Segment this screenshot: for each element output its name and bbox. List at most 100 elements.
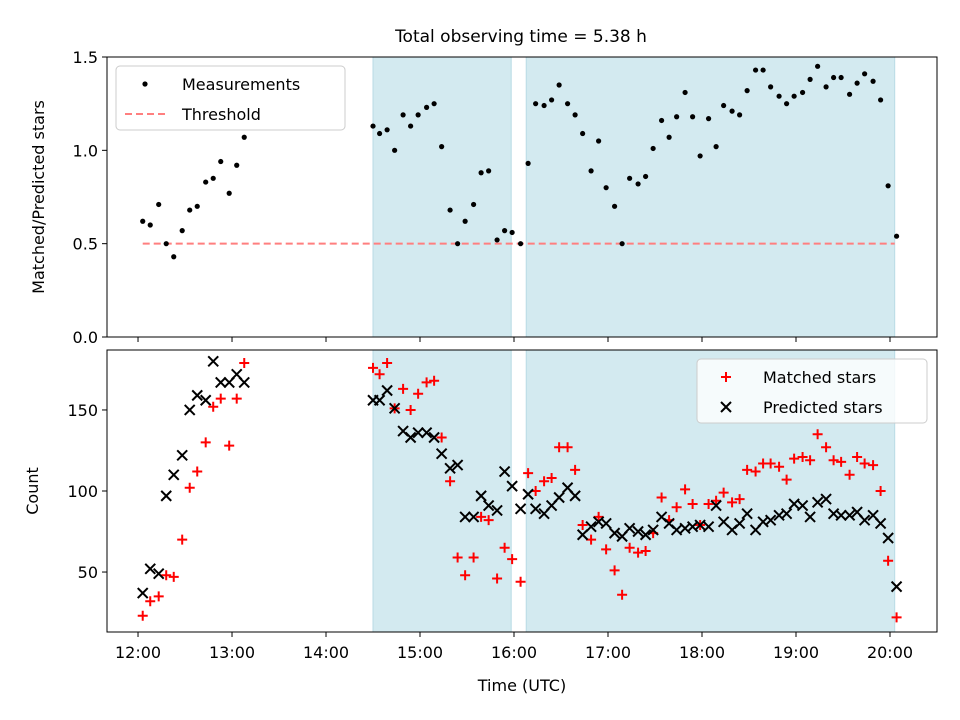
predicted-point [144, 563, 156, 575]
measurement-point [234, 162, 240, 168]
matched-point [460, 570, 471, 581]
measurement-point [697, 153, 703, 159]
measurement-point [525, 160, 531, 166]
matched-point [239, 357, 250, 368]
measurement-point [588, 168, 594, 174]
measurement-point [439, 144, 445, 150]
matched-point [875, 486, 886, 496]
matched-point [718, 487, 729, 498]
matched-point [640, 545, 651, 556]
measurement-point [807, 76, 813, 82]
predicted-point [882, 532, 894, 544]
measurement-point [564, 101, 571, 107]
predicted-point [184, 404, 196, 416]
legend-label: Threshold [181, 105, 261, 124]
measurement-point [156, 201, 162, 208]
matched-point [445, 476, 456, 487]
matched-point [805, 455, 816, 466]
predicted-point [451, 459, 464, 471]
matched-point [429, 375, 440, 386]
measurement-point [203, 179, 209, 185]
predicted-point [428, 431, 440, 444]
predicted-point [780, 507, 793, 520]
matched-point [711, 495, 722, 506]
measurement-point [791, 93, 797, 99]
legend-marker-dot [142, 81, 148, 87]
y-tick-label: 0.5 [73, 235, 98, 254]
measurement-point [744, 88, 750, 94]
measurement-point [846, 91, 853, 97]
x-tick-label: 16:00 [491, 643, 537, 662]
matched-point [609, 565, 620, 576]
matched-point [703, 498, 714, 509]
measurement-point [799, 89, 806, 96]
matched-point [617, 589, 628, 600]
predicted-point [388, 402, 401, 415]
matched-point [421, 377, 432, 388]
predicted-point [710, 499, 722, 512]
measurement-point [517, 241, 524, 247]
x-tick-label: 18:00 [679, 643, 725, 662]
matched-point [413, 388, 424, 399]
measurement-point [179, 228, 185, 234]
measurement-point [737, 112, 743, 118]
predicted-point [702, 520, 715, 533]
measurement-point [596, 138, 602, 144]
predicted-point [498, 465, 511, 478]
matched-point [224, 440, 235, 451]
measurement-point [423, 104, 430, 110]
chart-title: Total observing time = 5.38 h [394, 27, 647, 47]
matched-point [750, 466, 761, 477]
measurement-point [674, 114, 680, 120]
predicted-point [467, 511, 480, 523]
measurement-point [627, 175, 633, 181]
measurement-point [455, 241, 461, 247]
measurement-point [494, 237, 500, 243]
matched-point [492, 573, 503, 584]
measurement-point [431, 101, 437, 107]
measurement-point [862, 71, 868, 77]
measurement-point [541, 102, 547, 109]
measurement-point [502, 228, 508, 234]
measurement-point [572, 112, 578, 118]
matched-point [789, 453, 800, 464]
shaded-interval [372, 349, 512, 633]
matched-point [161, 570, 172, 581]
matched-point [742, 464, 753, 475]
measurement-point [384, 127, 390, 133]
y-tick-label: 150 [67, 401, 98, 420]
matched-point [515, 576, 526, 587]
matched-point [687, 498, 698, 509]
predicted-point [506, 480, 518, 492]
axes-frame [106, 56, 938, 338]
x-tick-label: 17:00 [585, 643, 631, 662]
predicted-point [207, 355, 219, 368]
measurement-point [400, 112, 406, 118]
matched-point [483, 515, 494, 526]
matched-point [859, 458, 870, 469]
predicted-point [404, 431, 417, 444]
measurement-point [140, 218, 146, 224]
matched-point [765, 458, 776, 469]
matched-point [781, 474, 792, 485]
measurement-point [194, 203, 200, 209]
predicted-point [152, 567, 165, 580]
predicted-point [381, 384, 393, 397]
matched-point [137, 610, 148, 621]
predicted-point [608, 527, 621, 539]
matched-point [184, 482, 195, 493]
legend: Measurements Threshold [115, 65, 346, 131]
x-tick-label: 15:00 [397, 643, 443, 662]
measurement-point [635, 181, 641, 187]
measurement-point [241, 134, 247, 140]
matched-point [200, 437, 211, 448]
predicted-point [160, 490, 172, 502]
predicted-point [522, 488, 534, 500]
y-tick-label: 1.5 [73, 48, 98, 67]
measurement-point [226, 190, 232, 196]
matched-point [734, 494, 745, 505]
matched-point [468, 552, 479, 563]
matched-point [539, 476, 550, 487]
measurement-point [509, 229, 515, 236]
